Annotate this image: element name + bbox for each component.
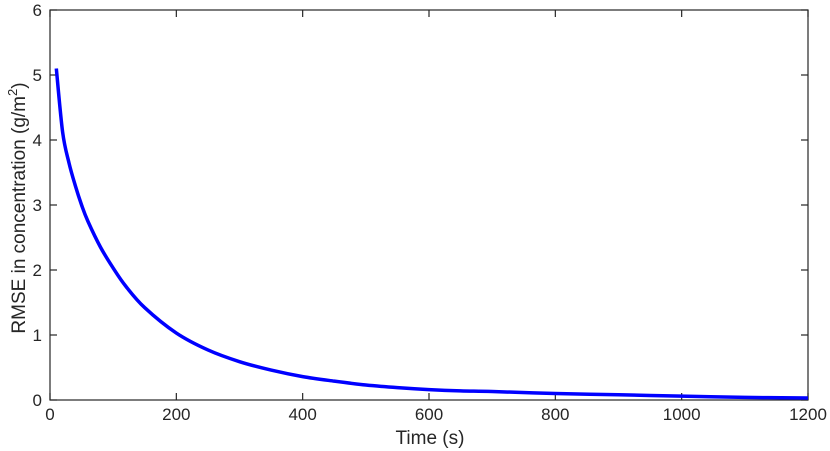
- plot-frame: [49, 9, 809, 401]
- y-tick-label: 0: [33, 391, 42, 410]
- y-tick-label: 5: [33, 66, 42, 85]
- x-tick-label: 400: [288, 405, 316, 424]
- y-tick-label: 6: [33, 1, 42, 20]
- y-tick-label: 2: [33, 261, 42, 280]
- y-tick-label: 3: [33, 196, 42, 215]
- plot-area-border: [49, 9, 809, 401]
- y-axis-label: RMSE in concentration (g/m2): [5, 82, 30, 333]
- y-axis-label-close: ): [9, 82, 30, 88]
- x-axis-label: Time (s): [396, 428, 465, 449]
- y-axis-label-superscript: 2: [5, 89, 20, 96]
- y-axis: 0 1 2 3 4 5 6: [33, 1, 808, 410]
- series-layer: [54, 68, 809, 400]
- y-axis-label-main: RMSE in concentration (g/m: [9, 96, 30, 334]
- x-tick-label: 1000: [663, 405, 701, 424]
- y-tick-label: 1: [33, 326, 42, 345]
- y-tick-label: 4: [33, 131, 42, 150]
- x-tick-label: 800: [541, 405, 569, 424]
- x-tick-label: 1200: [789, 405, 827, 424]
- x-tick-label: 0: [45, 405, 54, 424]
- x-tick-label: 200: [162, 405, 190, 424]
- series-line-0: [54, 68, 809, 400]
- x-tick-label: 600: [415, 405, 443, 424]
- x-axis: 0 200 400 600 800 1000 1200: [45, 10, 827, 424]
